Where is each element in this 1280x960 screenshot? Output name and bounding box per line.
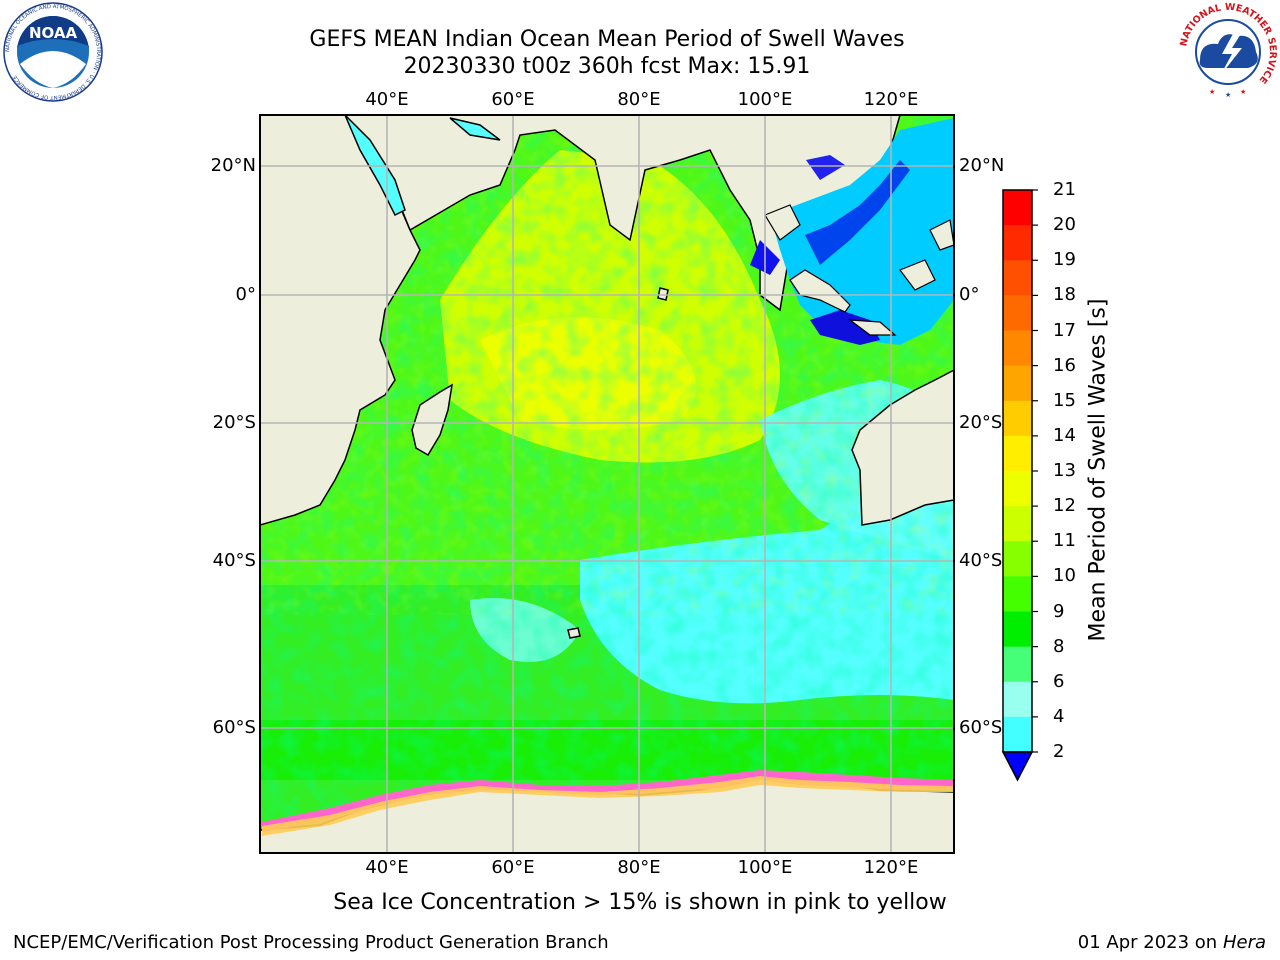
bottom-tick-label: 80°E: [617, 857, 661, 878]
colorbar-tick-label: 21: [1053, 179, 1076, 200]
colorbar-band: [1003, 541, 1032, 577]
svg-text:★: ★: [1240, 88, 1246, 96]
bottom-tick-label: 60°E: [491, 857, 535, 878]
colorbar-band: [1003, 190, 1032, 226]
map-data-area: [260, 115, 954, 853]
left-tick-label: 20°N: [210, 155, 256, 176]
colorbar-tick-label: 18: [1053, 284, 1076, 306]
colorbar-tick-label: 12: [1053, 495, 1076, 517]
colorbar-band: [1003, 400, 1032, 437]
nws-logo: NATIONAL WEATHER SERVICE ★ ★ ★: [1178, 2, 1278, 100]
colorbar-title: Mean Period of Swell Waves [s]: [1085, 298, 1111, 642]
persian-gulf: [449, 117, 501, 141]
colorbar-band: [1003, 576, 1032, 612]
right-tick-label: 60°S: [959, 717, 1003, 738]
right-tick-label: 40°S: [959, 550, 1003, 571]
colorbar-tick-label: 15: [1053, 389, 1076, 411]
colorbar-band: [1003, 260, 1032, 296]
top-tick-label: 120°E: [863, 89, 919, 110]
top-tick-label: 60°E: [491, 89, 535, 110]
colorbar-band: [1003, 330, 1032, 367]
sea-ice-note: Sea Ice Concentration > 15% is shown in …: [333, 890, 947, 915]
colorbar-band: [1003, 295, 1032, 331]
colorbar: [1001, 189, 1038, 782]
left-tick-label: 60°S: [212, 717, 256, 738]
colorbar-tick-label: 16: [1053, 354, 1076, 376]
chart-subtitle: 20230330 t00z 360h fcst Max: 15.91: [403, 54, 811, 79]
svg-text:★: ★: [1209, 88, 1215, 96]
footer-credit: NCEP/EMC/Verification Post Processing Pr…: [13, 932, 609, 953]
colorbar-band: [1003, 506, 1032, 542]
colorbar-tick-label: 14: [1053, 424, 1076, 446]
noaa-logo-text: NOAA: [29, 24, 78, 42]
footer-machine: Hera: [1222, 932, 1266, 953]
bottom-tick-label: 120°E: [863, 857, 919, 878]
australia: [851, 369, 954, 526]
colorbar-tick-label: 17: [1053, 319, 1076, 341]
colorbar-tick-label: 10: [1053, 565, 1076, 587]
bottom-tick-label: 40°E: [365, 857, 409, 878]
colorbar-band: [1003, 716, 1032, 753]
footer-date-text: 01 Apr 2023 on: [1077, 932, 1218, 953]
left-tick-label: 40°S: [212, 550, 256, 571]
colorbar-tick-label: 4: [1053, 705, 1065, 727]
colorbar-extend-arrow: [1001, 751, 1034, 782]
colorbar-band: [1003, 225, 1032, 261]
right-tick-label: 0°: [959, 284, 980, 305]
colorbar-band: [1003, 365, 1032, 402]
colorbar-tick-label: 20: [1053, 214, 1076, 236]
svg-text:★: ★: [1225, 91, 1231, 99]
footer-date: 01 Apr 2023 on Hera: [1078, 932, 1266, 954]
colorbar-tick-label: 13: [1053, 460, 1076, 481]
colorbar-band: [1003, 471, 1032, 507]
left-tick-label: 0°: [235, 284, 256, 305]
sea-islands: [764, 204, 954, 336]
bottom-tick-label: 100°E: [737, 857, 793, 878]
colorbar-band: [1003, 611, 1032, 648]
left-tick-label: 20°S: [212, 412, 256, 433]
madagascar: [411, 383, 453, 457]
kerguelen: [567, 627, 581, 639]
colorbar-band: [1003, 435, 1032, 472]
sea-ice-edge: [262, 770, 954, 832]
colorbar-tick-label: 6: [1053, 670, 1065, 692]
right-tick-label: 20°S: [959, 412, 1003, 433]
chart-title: GEFS MEAN Indian Ocean Mean Period of Sw…: [309, 27, 905, 52]
top-tick-label: 100°E: [737, 89, 793, 110]
top-tick-label: 80°E: [617, 89, 661, 110]
colorbar-tick-label: 9: [1053, 600, 1065, 622]
colorbar-tick-label: 2: [1053, 741, 1065, 762]
colorbar-band: [1003, 681, 1032, 718]
colorbar-tick-label: 8: [1053, 635, 1065, 657]
map-frame: [259, 114, 955, 854]
top-tick-label: 40°E: [365, 89, 409, 110]
graticule: [260, 115, 954, 853]
colorbar-tick-label: 11: [1053, 530, 1076, 552]
noaa-logo: NATIONAL OCEANIC AND ATMOSPHERIC ADMINIS…: [3, 2, 103, 102]
sri-lanka: [657, 287, 669, 301]
red-sea: [344, 115, 406, 217]
colorbar-band: [1003, 646, 1032, 683]
colorbar-tick-label: 19: [1053, 249, 1076, 271]
right-tick-label: 20°N: [959, 155, 1005, 176]
